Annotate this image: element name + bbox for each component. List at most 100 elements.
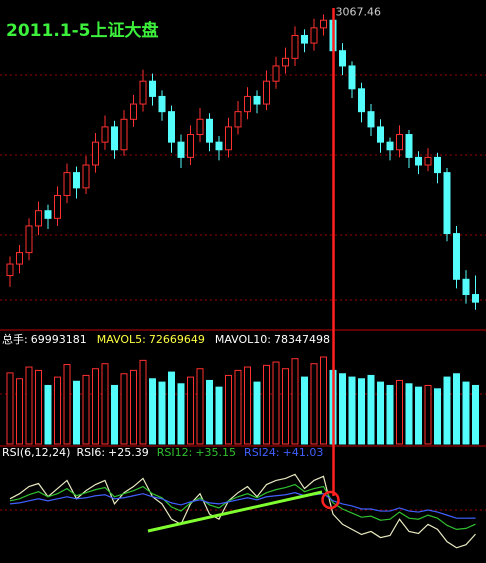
candle-body [139,80,147,105]
volume-bar [54,376,61,445]
volume-bar [396,379,403,445]
candle-body [6,263,14,276]
candle-body [244,95,251,113]
candle-body [358,88,365,113]
candle-body [92,141,99,166]
volume-bar [63,364,71,445]
candle-body [367,111,375,128]
volume-bar [168,371,175,445]
volume-bar [92,368,99,445]
volume-bar [101,363,109,445]
candle-body [386,141,394,151]
indicator-name: MAVOL5: [97,333,146,346]
indicator-name: RSI6: [76,446,105,459]
indicator-name: 总手: [2,332,28,346]
volume-bar [291,358,299,445]
volume-bar [310,363,318,445]
volume-bar [35,369,42,445]
volume-bar [386,384,394,445]
volume-bar [339,373,346,445]
volume-bar [443,376,451,445]
candle-body [82,164,90,189]
candle-body [301,34,308,44]
candle-body [111,126,118,151]
candle-body [434,156,441,174]
candle-body [339,50,346,67]
candle-body [16,252,23,265]
peak-label: 3067.46 [336,6,382,19]
chart-title: 2011.1-5上证大盘 [6,20,159,41]
volume-bar [263,364,270,445]
volume-bar [244,366,251,445]
rsi-line [9,492,476,519]
candle-body [234,111,242,128]
marker-circle [321,490,340,510]
volume-bar [348,376,356,445]
volume-bar [415,386,422,445]
volume-bar [73,380,80,445]
candle-body [120,118,128,151]
candle-body [215,141,223,151]
candle-body [187,134,194,158]
volume-bar [367,374,375,445]
volume-bar [177,383,185,445]
volume-bar [320,356,327,445]
volume-bar [120,373,128,445]
volume-bar [16,378,23,445]
candle-body [168,111,175,143]
volume-bar [111,384,118,445]
volume-bar [377,381,384,445]
rsi-line [9,473,476,549]
volume-bar [358,378,365,445]
candle-body [149,80,156,97]
candle-body [35,210,42,227]
volume-bar [424,384,432,445]
candle-body [73,172,80,189]
volume-bar [234,369,242,445]
volume-bar [149,378,156,445]
candle-body [225,126,232,151]
volume-bar [25,366,33,445]
volume-bar [301,376,308,445]
volume-bar [282,368,289,445]
candle-body [472,294,479,303]
volume-bar [215,386,223,445]
candle-body [54,194,61,219]
candle-body [443,172,451,235]
indicator-value: +41.03 [283,446,324,459]
volume-bar [139,359,147,445]
indicator-value: +25.39 [108,446,149,459]
candle-body [282,57,289,67]
volume-bar [6,372,14,445]
candle-body [25,225,33,254]
candle-body [253,95,261,105]
candle-body [405,134,413,158]
volume-bar [158,381,166,445]
candle-body [196,118,204,136]
indicator-value: +35.15 [195,446,236,459]
indicator-name: RSI12: [157,446,193,459]
candle-body [462,278,470,296]
candle-body [101,126,109,143]
candle-body [415,156,422,166]
volume-bar [196,368,204,445]
trend-line [147,490,323,533]
volume-bar [206,379,213,445]
indicator-name: MAVOL10: [215,333,271,346]
volume-bar [130,369,137,445]
candle-body [377,126,384,143]
candle-body [348,65,356,90]
candle-body [424,156,432,166]
candle-body [310,27,318,44]
candle-body [291,34,299,59]
volume-bar [82,374,90,445]
volume-bar [253,381,261,445]
candle-body [206,118,213,143]
candle-body [320,19,327,29]
candle-body [177,141,185,158]
indicator-value: 78347498 [274,333,330,346]
indicator-title: RSI(6,12,24) [2,446,70,459]
volume-bar [434,388,441,445]
volume-bar [272,361,280,445]
